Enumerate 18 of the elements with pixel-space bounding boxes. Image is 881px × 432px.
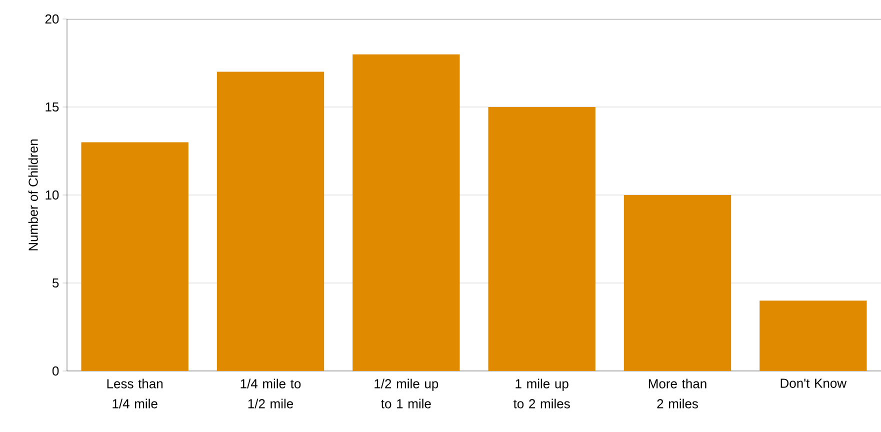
- bar: [624, 195, 732, 371]
- x-tick-label: Less than 1/4 mile: [107, 378, 163, 408]
- x-tick-label: 1/2 mile up to 1 mile: [374, 378, 438, 408]
- y-tick-label: 20: [45, 14, 59, 24]
- y-tick-label: 0: [52, 366, 59, 376]
- y-tick-label: 15: [46, 102, 59, 112]
- y-tick-label: 5: [52, 278, 59, 288]
- bar: [352, 54, 460, 371]
- y-axis-title: Number of Children: [28, 140, 38, 250]
- y-tick-label: 10: [46, 190, 59, 200]
- x-tick-label: 1/4 mile to 1/2 mile: [240, 378, 301, 408]
- bar: [488, 107, 596, 371]
- bar: [81, 142, 188, 371]
- bar: [760, 300, 867, 371]
- x-tick-label: Don't Know: [780, 378, 847, 388]
- x-tick-label: More than 2 miles: [648, 378, 706, 408]
- bar: [216, 72, 324, 371]
- x-tick-label: 1 mile up to 2 miles: [514, 378, 570, 408]
